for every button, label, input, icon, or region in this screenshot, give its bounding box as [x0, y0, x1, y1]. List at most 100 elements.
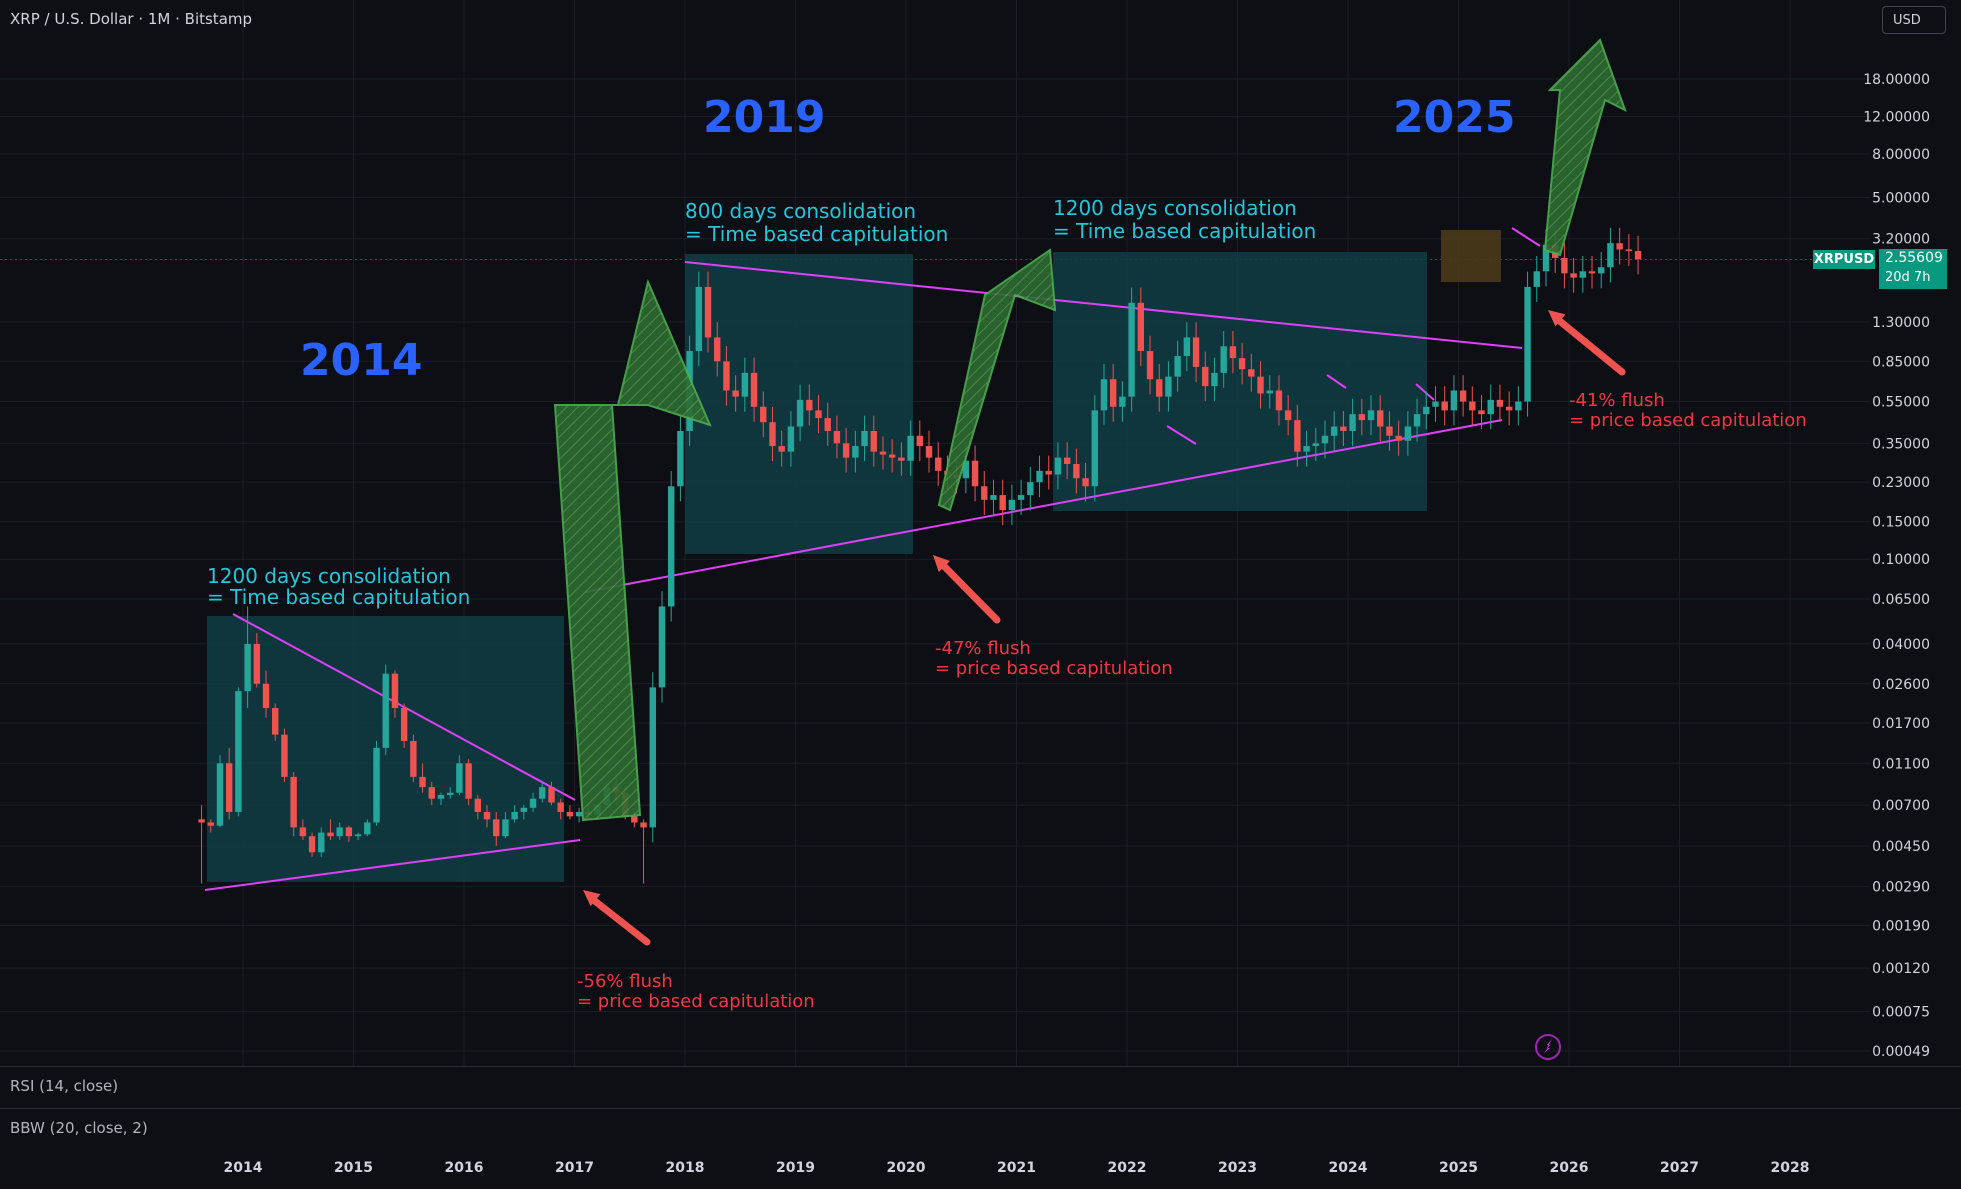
- candle-body: [1367, 410, 1375, 421]
- y-tick-label: 0.85000: [1872, 354, 1930, 370]
- flush-41-line2: = price based capitulation: [1569, 410, 1807, 431]
- y-tick-label: 3.20000: [1872, 232, 1930, 248]
- candle-body: [1045, 470, 1052, 475]
- sparkle-icon[interactable]: [1535, 1034, 1561, 1060]
- candle-body: [1496, 399, 1504, 407]
- candle-body: [548, 787, 555, 803]
- candle-body: [870, 431, 877, 452]
- candle-body: [1266, 390, 1273, 394]
- x-tick-label: 2023: [1218, 1160, 1257, 1176]
- y-tick-label: 5.00000: [1872, 190, 1930, 206]
- candle-body: [1202, 366, 1209, 387]
- candle-body: [299, 827, 307, 837]
- y-tick-label: 0.01100: [1872, 756, 1930, 772]
- x-tick-label: 2028: [1771, 1160, 1810, 1176]
- x-tick-label: 2019: [776, 1160, 815, 1176]
- flush-arrow-head: [583, 890, 601, 907]
- candle-body: [1487, 399, 1494, 415]
- candle-body: [1128, 302, 1135, 397]
- candle-body: [1054, 457, 1062, 475]
- candle-body: [483, 811, 491, 820]
- x-tick-label: 2022: [1108, 1160, 1147, 1176]
- candle-body: [1220, 346, 1227, 373]
- candle-body: [1579, 271, 1587, 278]
- rsi-label[interactable]: RSI (14, close): [10, 1077, 119, 1095]
- candle-body: [888, 454, 896, 458]
- candle-body: [1432, 401, 1439, 407]
- last-price: 2.55609: [1885, 250, 1943, 266]
- projection-arrow: [1543, 38, 1627, 257]
- candle-body: [1478, 410, 1485, 415]
- candle-body: [336, 827, 343, 837]
- candle-body: [695, 286, 703, 352]
- candle-body: [1413, 414, 1421, 427]
- symbol-title[interactable]: XRP / U.S. Dollar · 1M · Bitstamp: [10, 10, 253, 28]
- candle-body: [1358, 414, 1366, 421]
- price-axis[interactable]: 18.00000 12.00000 8.00000 5.00000 3.20000 1.3…: [1863, 72, 1930, 1060]
- candle-body: [1377, 410, 1384, 427]
- time-axis[interactable]: 2014 2015 2016 2017 2018 2019 2020 2021 2022 2023…: [224, 1160, 1810, 1176]
- candle-body: [262, 683, 270, 709]
- candle-body: [1349, 414, 1356, 432]
- consolidation-2025-line1: 1200 days consolidation: [1053, 196, 1297, 220]
- candle-body: [253, 643, 261, 684]
- chart-background: [0, 0, 1961, 1066]
- candle-body: [658, 606, 666, 688]
- candle-body: [999, 495, 1006, 511]
- candle-body: [410, 741, 417, 777]
- candle-body: [1312, 443, 1319, 447]
- y-tick-label: 0.00190: [1872, 919, 1930, 935]
- candle-body: [539, 787, 546, 799]
- consolidation-box: [1053, 252, 1427, 511]
- candle-body: [1174, 356, 1181, 377]
- candle-body: [852, 446, 859, 458]
- y-tick-label: 0.01700: [1872, 716, 1930, 732]
- candle-body: [1063, 457, 1071, 464]
- candle-body: [842, 443, 850, 458]
- flush-arrow-shaft: [587, 894, 651, 946]
- x-tick-label: 2027: [1660, 1160, 1699, 1176]
- candle-body: [1027, 482, 1034, 496]
- projection-arrows: [553, 38, 1627, 822]
- candle-body: [566, 811, 574, 817]
- flush-arrows: [583, 310, 1626, 946]
- projection-arrow: [553, 278, 712, 822]
- candle-body: [1257, 376, 1264, 394]
- bbw-label[interactable]: BBW (20, close, 2): [10, 1119, 148, 1137]
- candle-body: [861, 431, 868, 447]
- candle-body: [1091, 410, 1098, 487]
- candle-body: [704, 286, 712, 338]
- candle-body: [1441, 401, 1448, 411]
- candle-body: [898, 457, 905, 461]
- consolidation-2014-line1: 1200 days consolidation: [207, 564, 451, 588]
- x-tick-label: 2026: [1550, 1160, 1589, 1176]
- candle-body: [649, 687, 656, 828]
- currency-button[interactable]: USD: [1882, 6, 1946, 34]
- bbw-pane[interactable]: BBW (20, close, 2): [0, 1108, 1961, 1151]
- candle-body: [806, 399, 813, 411]
- y-tick-label: 0.10000: [1872, 552, 1930, 568]
- candle-body: [667, 486, 675, 607]
- candle-body: [1625, 249, 1633, 252]
- candle-body: [1450, 390, 1458, 411]
- candle-body: [907, 435, 914, 461]
- candle-body: [1284, 410, 1292, 421]
- y-tick-label: 0.23000: [1872, 475, 1930, 491]
- candle-body: [456, 763, 463, 793]
- candle-body: [318, 832, 325, 853]
- flush-56-line2: = price based capitulation: [577, 991, 815, 1012]
- candle-body: [769, 422, 776, 447]
- candle-body: [750, 372, 758, 407]
- candle-body: [400, 708, 408, 742]
- candle-body: [354, 834, 362, 837]
- y-tick-label: 0.00450: [1872, 839, 1930, 855]
- consolidation-2019-line2: = Time based capitulation: [685, 222, 948, 246]
- candle-body: [1238, 358, 1246, 370]
- rsi-pane[interactable]: RSI (14, close): [0, 1066, 1961, 1109]
- trendline: [204, 839, 581, 891]
- x-tick-label: 2020: [887, 1160, 926, 1176]
- candle-body: [1119, 396, 1126, 407]
- projection-arrow: [937, 248, 1057, 512]
